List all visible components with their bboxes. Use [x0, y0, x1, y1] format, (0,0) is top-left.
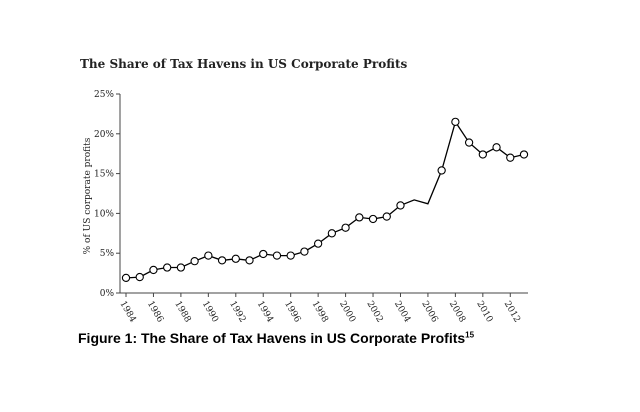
y-axis-label: % of US corporate profits: [83, 137, 93, 254]
x-tick-label: 2006: [419, 300, 439, 325]
data-point: [464, 138, 474, 147]
x-tick-label: 2008: [447, 300, 467, 325]
data-point: [286, 251, 295, 260]
data-point: [121, 273, 131, 283]
y-tick-label: 20%: [94, 130, 114, 140]
data-point: [451, 117, 460, 127]
x-tick-label: 2012: [502, 300, 522, 325]
data-point: [149, 265, 158, 275]
data-point: [355, 213, 364, 222]
data-point: [190, 257, 199, 266]
data-point: [341, 223, 350, 232]
y-tick-label: 25%: [94, 90, 114, 100]
series-path: [125, 120, 525, 279]
data-point: [300, 247, 309, 256]
data-point: [506, 153, 515, 162]
x-tick-label: 2000: [337, 300, 357, 325]
data-point: [368, 214, 378, 224]
figure-caption: Figure 1: The Share of Tax Havens in US …: [78, 330, 474, 346]
data-point: [313, 239, 323, 248]
data-point: [135, 272, 144, 282]
data-point: [327, 229, 337, 238]
data-point: [245, 256, 254, 265]
x-tick-label: 2010: [474, 300, 494, 325]
x-tick-label: 1984: [117, 300, 137, 325]
data-point: [163, 263, 172, 272]
x-tick-label: 1992: [227, 300, 247, 325]
chart-title: The Share of Tax Havens in US Corporate …: [80, 57, 407, 71]
x-tick-label: 1986: [145, 300, 165, 325]
data-point: [231, 254, 240, 263]
x-tick-label: 1990: [200, 300, 220, 325]
data-point: [217, 256, 227, 265]
data-point: [382, 212, 391, 221]
x-tick-label: 1988: [172, 300, 192, 325]
data-point: [478, 150, 487, 159]
x-tick-label: 2004: [392, 300, 412, 325]
y-tick-label: 10%: [94, 209, 114, 219]
x-tick-label: 1994: [255, 300, 275, 325]
axes: 0% 5% 10% 15% 20% 25% 1984 1986 1988 1990 1992 1994…: [94, 90, 528, 325]
series-line: [121, 117, 529, 283]
y-tick-label: 5%: [100, 249, 115, 259]
data-point: [519, 150, 529, 159]
x-tick-label: 2002: [364, 300, 384, 325]
data-point: [272, 251, 282, 260]
data-point: [492, 143, 501, 152]
y-tick-label: 0%: [100, 289, 115, 299]
y-tick-label: 15%: [94, 170, 114, 180]
caption-text: Figure 1: The Share of Tax Havens in US …: [78, 330, 466, 346]
x-tick-label: 1996: [282, 300, 302, 325]
data-point: [437, 166, 446, 175]
caption-footnote: 15: [465, 330, 475, 340]
data-point: [176, 263, 186, 272]
data-point: [259, 249, 268, 259]
x-tick-label: 1998: [310, 300, 330, 325]
data-point: [204, 251, 213, 260]
data-point: [396, 201, 405, 210]
